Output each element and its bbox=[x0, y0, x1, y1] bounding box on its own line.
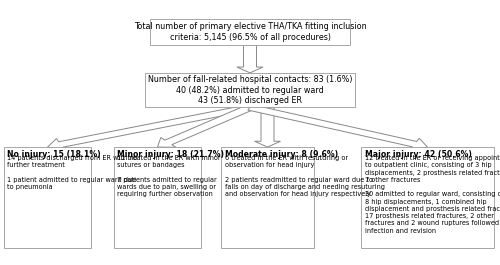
Bar bbox=[145, 73, 355, 107]
Bar bbox=[4, 147, 91, 248]
Bar bbox=[150, 19, 350, 45]
Polygon shape bbox=[248, 105, 428, 150]
Bar bbox=[221, 147, 314, 248]
Text: Moderate injury: 8 (9.6%): Moderate injury: 8 (9.6%) bbox=[225, 150, 338, 159]
Polygon shape bbox=[254, 107, 280, 147]
Text: 11 treated in the ER with minor
sutures or bandages

7 patients admitted to regu: 11 treated in the ER with minor sutures … bbox=[117, 155, 221, 197]
Text: Total number of primary elective THA/TKA fitting inclusion
criteria: 5,145 (96.5: Total number of primary elective THA/TKA… bbox=[134, 22, 366, 42]
Text: Major injury: 42 (50.6%): Major injury: 42 (50.6%) bbox=[364, 150, 472, 159]
Text: Number of fall-related hospital contacts: 83 (1.6%)
40 (48.2%) admitted to regul: Number of fall-related hospital contacts… bbox=[148, 75, 352, 105]
Bar bbox=[361, 147, 494, 248]
Text: No injury: 15 (18.1%): No injury: 15 (18.1%) bbox=[8, 150, 101, 159]
Bar bbox=[114, 147, 201, 248]
Text: 12 treated in the ER or receiving appointment
to outpatient clinic, consisting o: 12 treated in the ER or receiving appoin… bbox=[364, 155, 500, 233]
Polygon shape bbox=[237, 45, 263, 73]
Polygon shape bbox=[48, 105, 252, 151]
Polygon shape bbox=[158, 105, 254, 147]
Text: Minor injury: 18 (21.7%): Minor injury: 18 (21.7%) bbox=[117, 150, 224, 159]
Text: 6 treated in the ER with resuturing or
observation for head injury

2 patients r: 6 treated in the ER with resuturing or o… bbox=[225, 155, 385, 197]
Text: 14 patients discharged from ER with no
further treatment

1 patient admitted to : 14 patients discharged from ER with no f… bbox=[8, 155, 138, 190]
